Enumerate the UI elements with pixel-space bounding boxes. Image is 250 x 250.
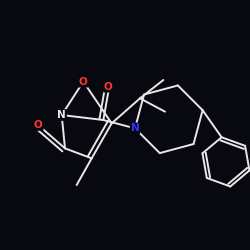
Text: O: O: [79, 77, 88, 87]
Text: O: O: [104, 82, 113, 92]
Text: N: N: [130, 123, 140, 133]
Text: O: O: [34, 120, 43, 130]
Text: N: N: [57, 110, 66, 120]
